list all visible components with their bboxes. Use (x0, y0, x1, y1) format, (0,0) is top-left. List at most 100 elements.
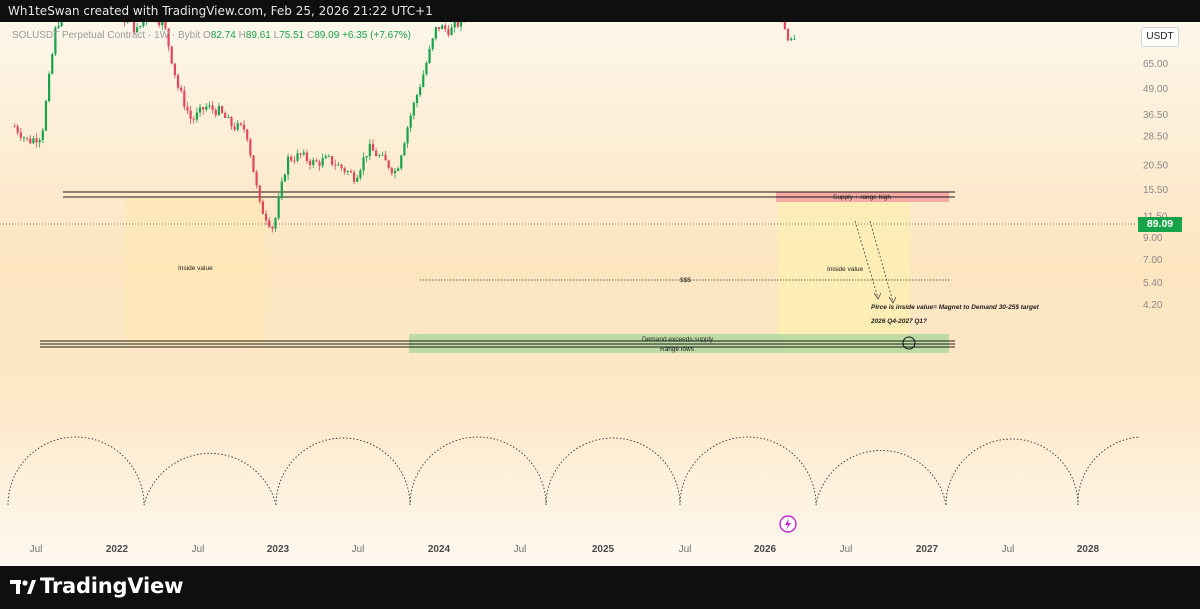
high-value: 89.61 (245, 30, 271, 41)
candle-body (293, 160, 296, 162)
candle-body (217, 106, 220, 116)
candle-body (415, 94, 419, 103)
top-credit-bar: Wh1teSwan created with TradingView.com, … (0, 0, 1200, 22)
low-label: L (273, 30, 280, 41)
candle-body (29, 138, 32, 144)
change-value: +6.35 (+7.67%) (342, 30, 411, 41)
candle-body (280, 181, 283, 199)
candle-body (434, 27, 437, 39)
candle-body (312, 160, 315, 166)
candle-body (246, 129, 249, 140)
time-tick-label: 2027 (916, 544, 939, 555)
candle-body (296, 153, 299, 161)
time-tick-label: 2025 (592, 544, 615, 555)
candle-body (230, 116, 233, 127)
candle-body (387, 160, 390, 169)
time-tick-label: 2026 (754, 544, 777, 555)
candle-body (456, 22, 459, 27)
candle-body (352, 172, 356, 182)
candle-body (22, 137, 26, 139)
candle-body (142, 22, 145, 26)
candle-body (249, 139, 252, 156)
candle-body (315, 160, 318, 162)
price-tick-label: 9.00 (1143, 233, 1163, 244)
candle-body (381, 154, 384, 156)
time-tick-label: Jul (679, 544, 692, 555)
supply-label: Supply + range high (833, 194, 891, 201)
candle-body (459, 22, 463, 27)
candle-body (189, 110, 192, 119)
last-price-badge: 89.09 (1138, 217, 1182, 232)
candle-body (205, 106, 208, 110)
candle-body (180, 87, 183, 91)
candle-body (236, 123, 239, 130)
candle-body (327, 155, 331, 157)
candle-body (271, 226, 274, 229)
candle-body (334, 164, 337, 166)
candle-body (403, 143, 406, 156)
open-value: 82.74 (210, 30, 236, 41)
candle-body (324, 156, 327, 159)
symbol-title: SOLUSDT Perpetual Contract · 1W · Bybit (12, 30, 201, 41)
candle-body (390, 168, 393, 174)
candle-body (198, 107, 202, 113)
candle-body (220, 106, 224, 113)
candle-body (255, 172, 258, 186)
candle-body (419, 86, 422, 95)
candle-body (783, 22, 786, 30)
candle-body (264, 213, 268, 221)
candle-body (44, 101, 48, 131)
chart-svg[interactable]: Inside value Iniside value Supply + rang… (0, 22, 1200, 566)
inside-value-zone-2022 (126, 196, 265, 348)
candle-body (437, 27, 441, 30)
close-label: C (307, 30, 315, 41)
candle-body (170, 46, 173, 64)
candle-body (60, 22, 63, 26)
tradingview-logo-icon (10, 580, 36, 594)
price-tick-label: 20.50 (1143, 161, 1168, 172)
currency-button[interactable]: USDT (1141, 27, 1179, 47)
candle-body (302, 152, 305, 155)
candle-body (447, 28, 450, 36)
candle-body (277, 198, 280, 219)
candle-body (51, 54, 54, 74)
candle-body (378, 155, 381, 157)
candle-body (208, 105, 211, 107)
candle-body (375, 150, 378, 157)
candle-body (54, 27, 57, 55)
candle-body (790, 38, 793, 41)
candle-body (365, 156, 368, 158)
time-axis[interactable]: Jul 2022 Jul 2023 Jul 2024 Jul 2025 Jul 2026 Jul 20… (30, 544, 1100, 555)
candle-body (132, 22, 136, 33)
candle-body (173, 63, 176, 76)
price-tick-label: 65.00 (1143, 59, 1168, 70)
inside-value-label-2022: Inside value (178, 265, 213, 272)
price-tick-label: 5.40 (1143, 278, 1163, 289)
candle-body (346, 171, 349, 173)
candle-body (186, 106, 189, 111)
candle-body (283, 174, 287, 182)
liquidity-label: $$$ (680, 277, 691, 284)
candle-body (337, 164, 340, 166)
candle-body (227, 116, 230, 118)
candle-body (195, 112, 198, 120)
candle-body (233, 126, 236, 130)
price-tick-label: 11.50 (1143, 211, 1168, 222)
candle-body (444, 25, 447, 29)
candle-body (290, 156, 293, 161)
time-tick-label: 2028 (1077, 544, 1100, 555)
candle-body (202, 107, 205, 110)
credit-text: Wh1teSwan created with TradingView.com, … (8, 4, 433, 18)
candle-body (239, 123, 243, 125)
time-tick-label: Jul (192, 544, 205, 555)
cycle-arcs (7, 436, 1141, 506)
candle-body (450, 27, 453, 36)
price-axis[interactable]: 480.00355.00275.00215.00155.00115.0065.0… (1143, 22, 1174, 311)
candlestick-series (13, 22, 796, 233)
lightning-icon[interactable] (779, 515, 797, 533)
price-tick-label: 7.00 (1143, 255, 1163, 266)
candle-body (428, 48, 431, 64)
target-circle (902, 336, 916, 350)
price-tick-label: 36.50 (1143, 110, 1168, 121)
projection-arrows (854, 220, 897, 304)
